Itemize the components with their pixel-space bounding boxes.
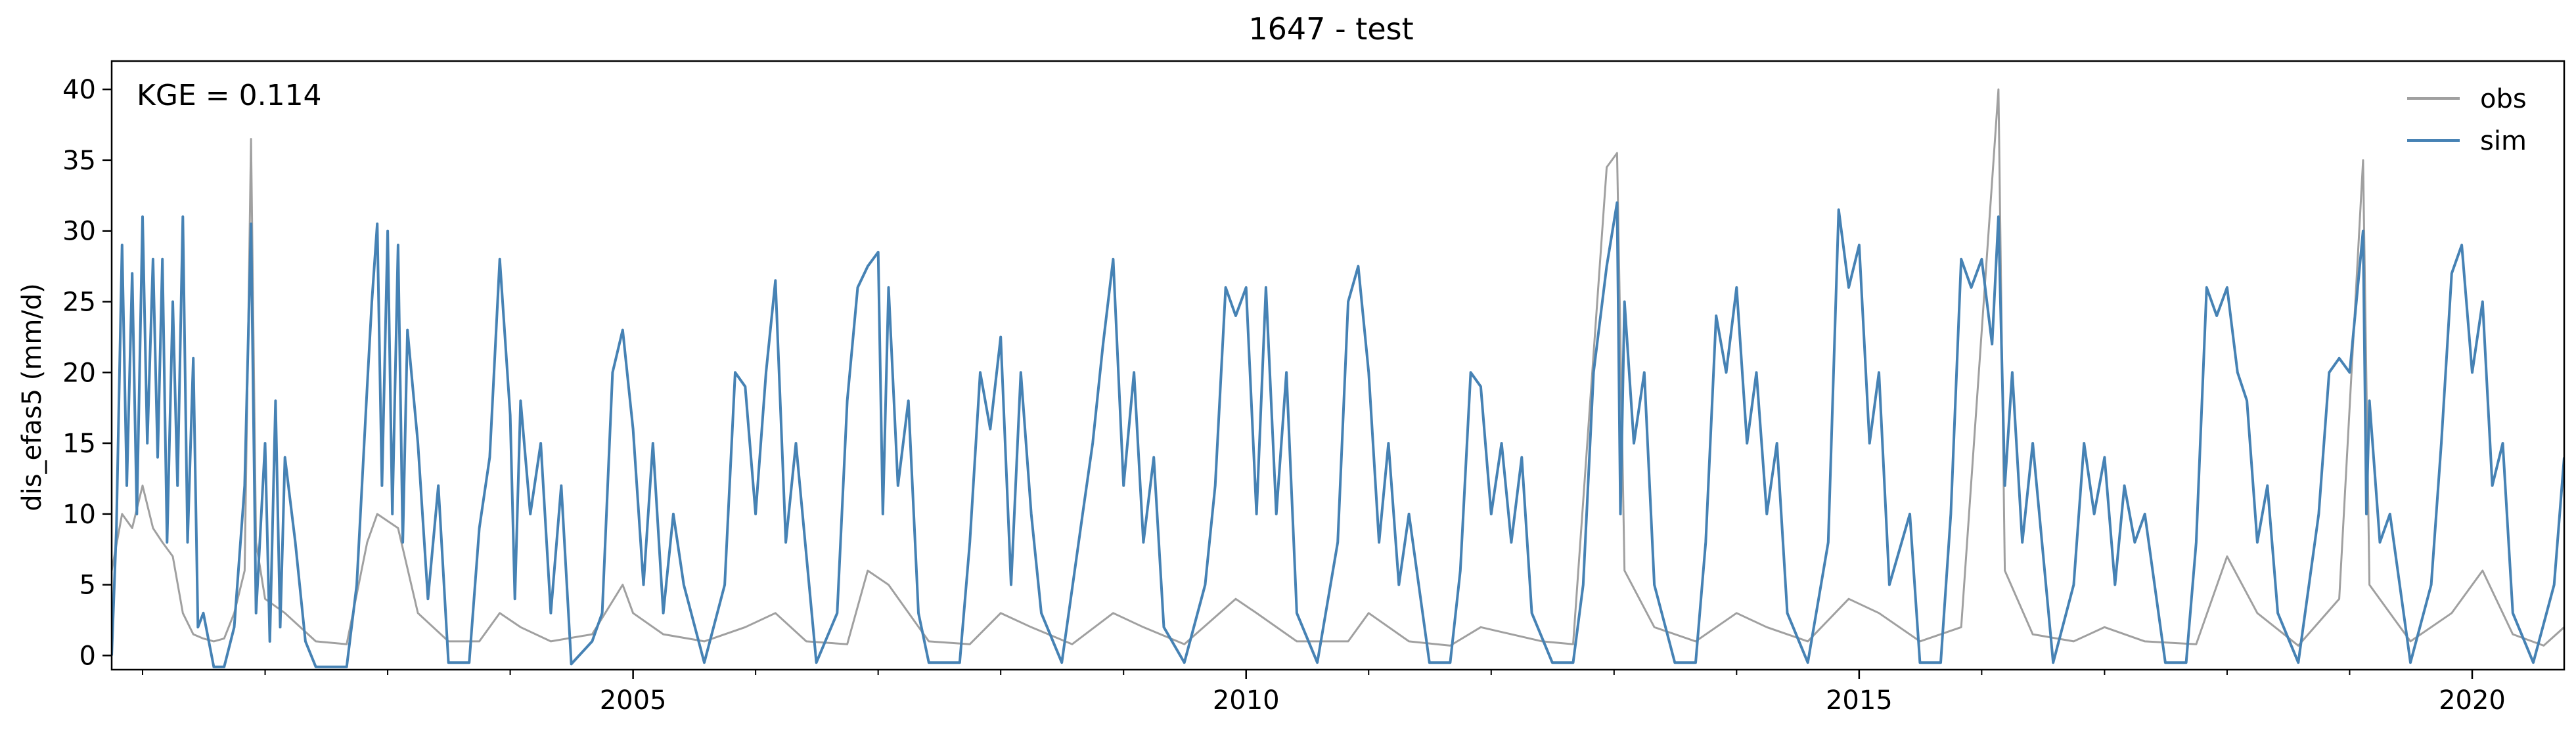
x-tick-label: 2020 [2439,685,2506,716]
y-tick-label: 25 [62,287,96,317]
y-tick-label: 0 [79,641,96,671]
legend-label-sim: sim [2480,126,2527,156]
legend-label-obs: obs [2480,84,2527,114]
x-tick-label: 2010 [1213,685,1280,716]
kge-annotation: KGE = 0.114 [137,79,322,112]
y-tick-label: 35 [62,146,96,176]
y-tick-label: 15 [62,429,96,459]
series-line-obs [112,88,2564,647]
plot-frame [110,60,2565,671]
y-tick-label: 20 [62,358,96,388]
series-layer [112,88,2564,668]
x-tick-label: 2015 [1826,685,1893,716]
x-axis: 2005 2010 2015 2020 [142,670,2506,716]
y-tick-label: 30 [62,217,96,247]
y-tick-label: 5 [79,571,96,601]
chart-title: 1647 - test [1248,11,1413,47]
y-tick-label: 10 [62,500,96,530]
y-axis-label: dis_efas5 (mm/d) [17,283,47,511]
series-line-sim [112,201,2564,668]
y-axis: 0 5 10 15 20 25 30 35 40 [62,75,112,671]
y-tick-label: 40 [62,75,96,105]
legend: obs sim [2407,84,2527,156]
x-tick-label: 2005 [600,685,667,716]
